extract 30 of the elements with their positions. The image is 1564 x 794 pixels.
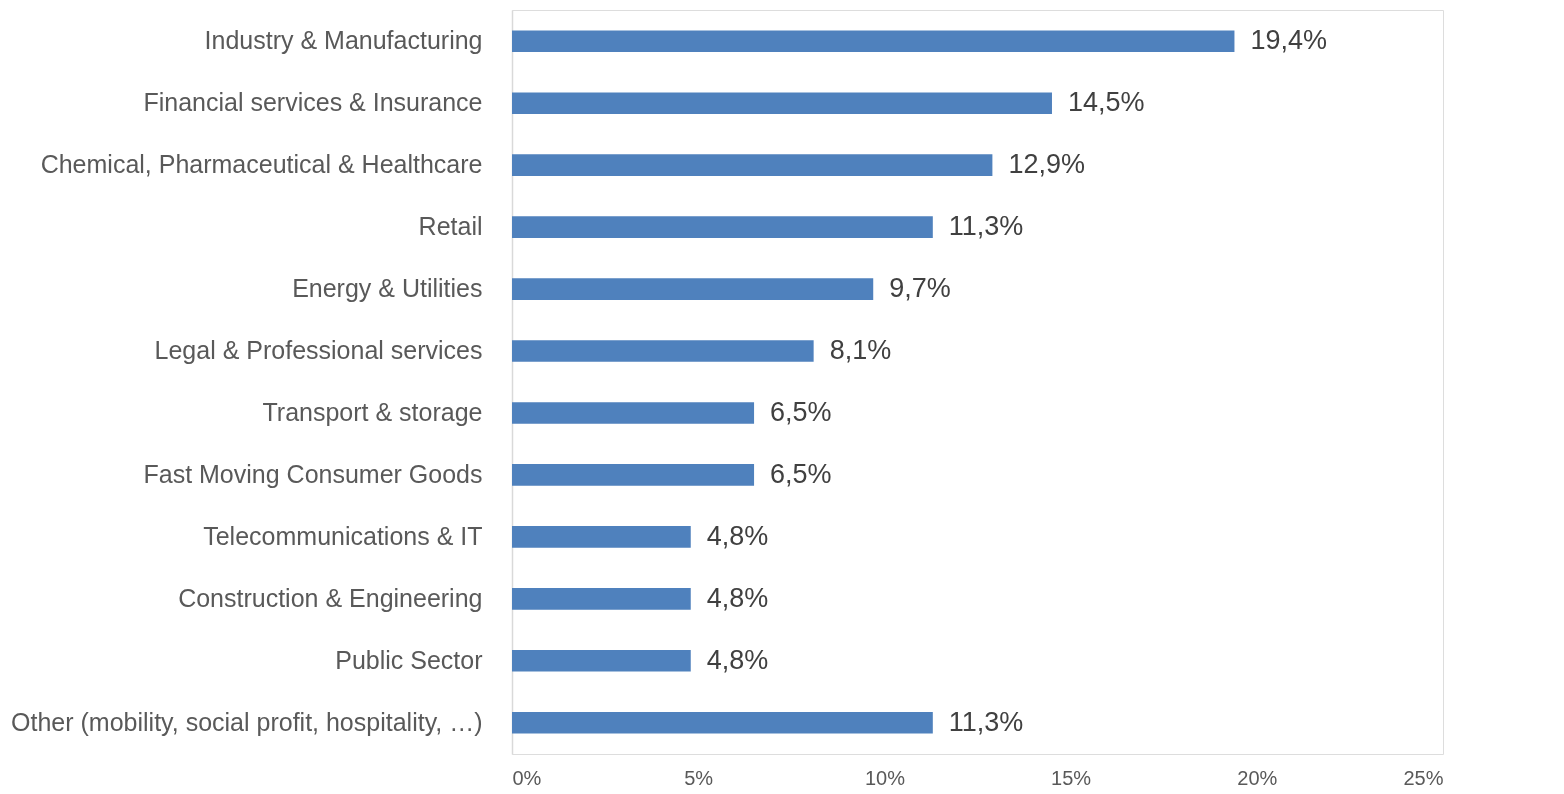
data-label: 12,9% bbox=[1008, 149, 1085, 180]
data-label: 4,8% bbox=[706, 644, 769, 675]
y-tick-label: Financial services & Insurance bbox=[143, 88, 483, 117]
y-tick-label: Industry & Manufacturing bbox=[204, 26, 483, 55]
x-tick-label: 25% bbox=[1403, 766, 1444, 789]
data-label: 19,4% bbox=[1250, 25, 1328, 56]
data-label: 11,3% bbox=[948, 211, 1024, 242]
y-tick-label: Retail bbox=[418, 212, 483, 241]
x-tick-label: 10% bbox=[864, 766, 906, 789]
x-tick-label: 0% bbox=[512, 766, 542, 789]
y-tick-label: Construction & Engineering bbox=[178, 583, 483, 612]
data-label: 8,1% bbox=[829, 335, 892, 366]
data-label: 6,5% bbox=[770, 396, 832, 427]
y-tick-label: Other (mobility, social profit, hospitality, …) bbox=[11, 707, 483, 736]
data-label: 11,3% bbox=[948, 706, 1024, 737]
y-tick-label: Fast Moving Consumer Goods bbox=[143, 459, 483, 488]
y-tick-label: Chemical, Pharmaceutical & Healthcare bbox=[40, 150, 483, 179]
x-tick-label: 15% bbox=[1051, 766, 1092, 789]
data-label: 4,8% bbox=[706, 520, 769, 551]
x-tick-label: 20% bbox=[1237, 766, 1278, 789]
y-tick-label: Energy & Utilities bbox=[292, 274, 483, 303]
data-label: 14,5% bbox=[1067, 87, 1145, 118]
data-label: 4,8% bbox=[706, 582, 769, 613]
y-tick-label: Legal & Professional services bbox=[154, 336, 483, 365]
data-label: 6,5% bbox=[770, 458, 832, 489]
y-tick-label: Telecommunications & IT bbox=[203, 521, 483, 550]
y-tick-label: Public Sector bbox=[335, 645, 483, 674]
x-tick-label: 5% bbox=[684, 766, 714, 789]
y-tick-label: Transport & storage bbox=[262, 397, 483, 426]
data-label: 9,7% bbox=[889, 273, 951, 304]
